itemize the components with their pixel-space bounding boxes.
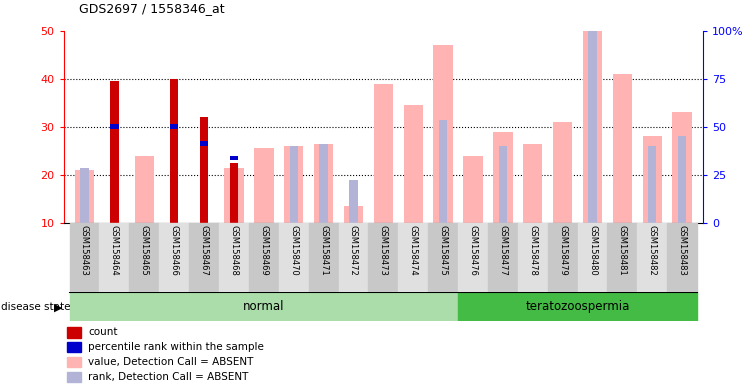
Bar [523,144,542,223]
Bar [70,292,458,321]
Bar [189,223,219,292]
Text: GSM158464: GSM158464 [110,225,119,276]
Text: ▶: ▶ [54,302,62,312]
Bar [643,136,662,223]
Bar [493,131,512,223]
Text: disease state: disease state [1,302,70,312]
Text: GSM158479: GSM158479 [558,225,567,276]
Text: GSM158474: GSM158474 [408,225,417,276]
Bar [289,146,298,223]
Bar [339,223,369,292]
Bar [499,146,507,223]
Text: GSM158467: GSM158467 [200,225,209,276]
Bar [70,223,99,292]
Bar [99,223,129,292]
Text: teratozoospermia: teratozoospermia [525,300,630,313]
Bar [309,223,339,292]
Bar [314,144,334,223]
Bar [613,74,632,223]
Bar [279,223,309,292]
Text: normal: normal [243,300,284,313]
Bar [110,124,119,129]
Text: GSM158482: GSM158482 [648,225,657,276]
Bar [230,156,238,161]
Text: GSM158472: GSM158472 [349,225,358,276]
Bar [67,342,82,353]
Bar [224,167,244,223]
Text: GSM158469: GSM158469 [260,225,269,276]
Bar [129,223,159,292]
Text: GSM158477: GSM158477 [498,225,507,276]
Bar [678,136,687,223]
Bar [428,223,458,292]
Bar [577,223,607,292]
Text: GSM158470: GSM158470 [289,225,298,276]
Bar [110,81,119,223]
Bar [67,371,82,382]
Bar [219,223,249,292]
Text: GDS2697 / 1558346_at: GDS2697 / 1558346_at [79,2,224,15]
Bar [403,105,423,223]
Bar [398,223,428,292]
Text: GSM158466: GSM158466 [170,225,179,276]
Bar [344,206,364,223]
Bar [284,146,304,223]
Bar [135,156,154,223]
Bar [463,156,482,223]
Bar [159,223,189,292]
Bar [518,223,548,292]
Bar [254,148,274,223]
Text: GSM158475: GSM158475 [438,225,447,276]
Text: GSM158468: GSM158468 [230,225,239,276]
Bar [75,170,94,223]
Text: GSM158465: GSM158465 [140,225,149,276]
Bar [672,112,692,223]
Text: GSM158483: GSM158483 [678,225,687,276]
Bar [349,180,358,223]
Bar [433,45,453,223]
Text: GSM158478: GSM158478 [528,225,537,276]
Text: count: count [88,327,117,337]
Bar [170,79,178,223]
Bar [200,117,208,223]
Text: GSM158480: GSM158480 [588,225,597,276]
Text: GSM158463: GSM158463 [80,225,89,276]
Text: GSM158473: GSM158473 [378,225,388,276]
Text: GSM158481: GSM158481 [618,225,627,276]
Text: percentile rank within the sample: percentile rank within the sample [88,342,264,352]
Bar [667,223,697,292]
Bar [170,124,178,129]
Bar [458,223,488,292]
Bar [637,223,667,292]
Bar [583,31,602,223]
Bar [200,141,208,146]
Bar [458,292,697,321]
Bar [374,84,393,223]
Bar [553,122,572,223]
Bar [488,223,518,292]
Text: value, Detection Call = ABSENT: value, Detection Call = ABSENT [88,357,254,367]
Bar [589,31,597,223]
Bar [439,119,447,223]
Bar [249,223,279,292]
Bar [67,327,82,338]
Bar [369,223,398,292]
Bar [548,223,577,292]
Bar [80,167,89,223]
Text: GSM158476: GSM158476 [468,225,477,276]
Bar [230,163,238,223]
Bar [319,144,328,223]
Text: GSM158471: GSM158471 [319,225,328,276]
Bar [648,146,657,223]
Text: rank, Detection Call = ABSENT: rank, Detection Call = ABSENT [88,372,248,382]
Bar [67,357,82,367]
Bar [607,223,637,292]
